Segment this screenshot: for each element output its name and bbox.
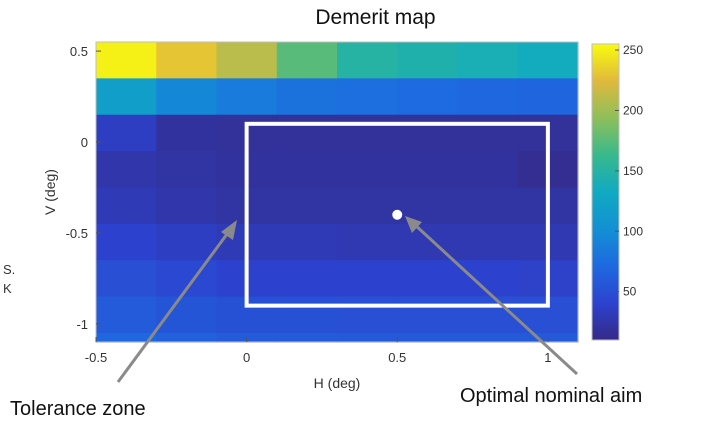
heatmap-cell	[276, 223, 338, 261]
heatmap-cell	[337, 151, 398, 189]
x-axis-ticks: -0.5 0 0.5 1	[85, 337, 551, 365]
x-axis-label: H (deg)	[314, 375, 361, 391]
heatmap-cell	[156, 332, 218, 343]
heatmap-cell	[96, 260, 157, 298]
heatmap-cell	[337, 78, 398, 116]
heatmap-cell	[337, 332, 398, 343]
cropped-text-k: K	[3, 281, 12, 296]
heatmap-cell	[276, 332, 338, 343]
heatmap-cell	[457, 187, 519, 225]
cropped-text-s: S.	[3, 262, 16, 277]
heatmap-cell	[156, 260, 218, 298]
heatmap-cell	[457, 114, 519, 152]
y-axis-ticks: 0.5 0 -0.5 -1	[66, 44, 101, 332]
heatmap-cell	[337, 260, 398, 298]
tolerance-zone-arrowhead	[221, 220, 237, 240]
annotation-arrows	[116, 216, 579, 383]
optimal-aim-arrow	[412, 222, 579, 376]
heatmap-cell	[96, 151, 157, 189]
x-tick-label: 1	[544, 350, 551, 365]
y-tick-label: -0.5	[66, 226, 88, 241]
heatmap-cell	[216, 42, 278, 79]
heatmap-cell	[457, 78, 519, 116]
y-tick-label: 0	[81, 135, 88, 150]
heatmap-cell	[337, 42, 398, 79]
heatmap-cell	[276, 42, 338, 79]
heatmap-cell	[337, 114, 398, 152]
heatmap-cell	[276, 296, 338, 334]
heatmap-cell	[96, 223, 157, 261]
heatmap-cell	[276, 78, 338, 116]
heatmap-cell	[156, 151, 218, 189]
heatmap-cell	[517, 42, 579, 79]
colorbar-tick-label: 50	[623, 285, 637, 299]
heatmap-cell	[156, 42, 218, 79]
heatmap-cell	[156, 187, 218, 225]
tolerance-zone-rect	[244, 121, 550, 308]
heatmap-cell	[397, 114, 459, 152]
heatmap-cell	[96, 296, 157, 334]
y-tick-label: -1	[76, 317, 88, 332]
heatmap-cell	[96, 114, 157, 152]
heatmap-cell	[397, 332, 459, 343]
heatmap-cell	[457, 42, 519, 79]
x-tick-label: 0.5	[388, 350, 406, 365]
chart-title: Demerit map	[315, 6, 436, 29]
heatmap-cell	[276, 187, 338, 225]
heatmap-cell	[96, 78, 157, 116]
colorbar-tick-label: 100	[623, 224, 643, 238]
colorbar-tick-label: 250	[623, 43, 643, 57]
heatmap-cell	[276, 114, 338, 152]
heatmap-cell	[517, 78, 579, 116]
heatmap-cell	[337, 223, 398, 261]
heatmap-cell	[216, 78, 278, 116]
y-axis-label: V (deg)	[42, 169, 58, 215]
heatmap-cell	[397, 296, 459, 334]
colorbar-tick-label: 200	[623, 103, 643, 117]
heatmap-cell	[96, 42, 157, 79]
optimal-aim-arrowhead	[405, 216, 422, 233]
heatmap-cells	[96, 42, 579, 343]
heatmap-cell	[156, 223, 218, 261]
heatmap-cell	[337, 187, 398, 225]
heatmap-cell	[156, 78, 218, 116]
heatmap-cell	[96, 187, 157, 225]
heatmap-cell	[276, 151, 338, 189]
x-tick-label: -0.5	[85, 350, 107, 365]
heatmap-cell	[397, 260, 459, 298]
heatmap-cell	[397, 78, 459, 116]
heatmap-cell	[397, 151, 459, 189]
optimal-aim-point	[392, 209, 403, 220]
x-tick-label: 0	[243, 350, 250, 365]
heatmap-cell	[457, 151, 519, 189]
heatmap-cell	[337, 296, 398, 334]
heatmap-cell	[276, 260, 338, 298]
colorbar	[591, 43, 620, 341]
colorbar-ticks: 50 100 150 200 250	[615, 43, 643, 299]
heatmap-cell	[457, 296, 519, 334]
y-tick-label: 0.5	[70, 44, 88, 59]
heatmap-cell	[156, 114, 218, 152]
heatmap-cell	[457, 223, 519, 261]
colorbar-tick-label: 150	[623, 164, 643, 178]
heatmap-cell	[397, 42, 459, 79]
heatmap-cell	[96, 332, 157, 343]
optimal-aim-label: Optimal nominal aim	[460, 385, 643, 407]
plot-frame	[95, 41, 579, 343]
tolerance-zone-arrow	[116, 229, 232, 383]
tolerance-zone-label: Tolerance zone	[10, 398, 146, 420]
heatmap-cell	[457, 332, 519, 343]
heatmap-cell	[156, 296, 218, 334]
